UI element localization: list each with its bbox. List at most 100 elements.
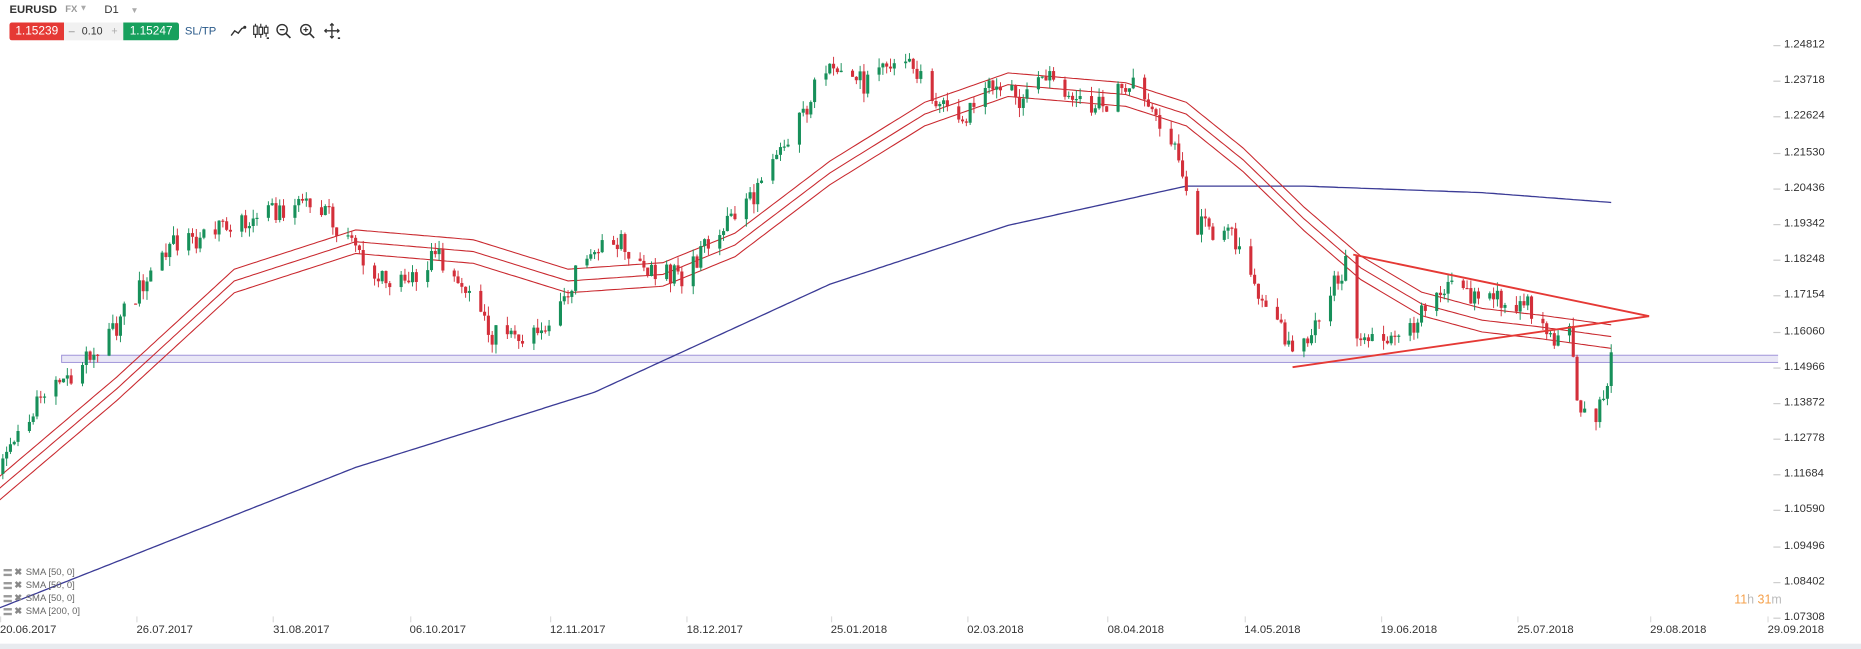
candle-body	[1465, 288, 1469, 290]
line-chart-icon[interactable]	[230, 23, 247, 40]
candle	[1548, 330, 1553, 338]
zoom-in-icon[interactable]	[299, 23, 316, 40]
legend-item[interactable]: ✖ SMA [50, 0]	[3, 566, 75, 578]
candle-body	[638, 258, 642, 261]
candle-body	[194, 236, 198, 249]
candle	[612, 235, 616, 245]
timeframe-dropdown-icon[interactable]: ▼	[130, 7, 139, 16]
remove-indicator-icon[interactable]: ✖	[14, 579, 23, 591]
candle	[1071, 92, 1075, 107]
candle	[1158, 108, 1162, 137]
candles-icon[interactable]	[252, 23, 270, 40]
legend-item[interactable]: ✖ SMA [50, 0]	[3, 579, 75, 591]
time-tick	[409, 616, 411, 623]
buy-button[interactable]: 1.15247	[123, 22, 179, 41]
candle-body	[407, 280, 411, 283]
candle-body	[805, 108, 809, 115]
volume-stepper[interactable]: – 0.10 +	[64, 22, 124, 41]
candle-body	[957, 106, 961, 120]
remove-indicator-icon[interactable]: ✖	[14, 592, 23, 604]
crosshair-icon[interactable]	[323, 22, 341, 40]
candle-body	[1074, 99, 1078, 101]
timeframe-label[interactable]: D1	[104, 3, 119, 17]
candle-body	[460, 283, 464, 287]
candle-body	[1071, 95, 1075, 100]
candle-body	[619, 234, 623, 250]
increase-volume-button[interactable]: +	[111, 24, 118, 37]
candle-body	[593, 252, 597, 255]
indicator-settings-icon[interactable]	[3, 581, 12, 590]
candle-body	[1173, 143, 1177, 145]
symbol-label[interactable]: EURUSD	[9, 3, 58, 17]
remove-indicator-icon[interactable]: ✖	[14, 605, 23, 617]
candle	[619, 230, 623, 251]
candle	[1469, 280, 1473, 304]
legend-item[interactable]: ✖ SMA [200, 0]	[3, 605, 80, 617]
candle-body	[1598, 399, 1602, 423]
candle-body	[828, 63, 832, 74]
candle	[691, 249, 695, 295]
candle	[1222, 226, 1226, 242]
decrease-volume-button[interactable]: –	[68, 24, 75, 37]
candle-body	[467, 290, 471, 293]
candle-body	[835, 68, 839, 73]
legend-item[interactable]: ✖ SMA [50, 0]	[3, 592, 75, 604]
candle-body	[961, 119, 965, 122]
indicator-settings-icon[interactable]	[3, 607, 12, 616]
candle	[376, 273, 380, 288]
candle	[797, 112, 801, 153]
candle	[1567, 323, 1572, 343]
candle-body	[1256, 283, 1260, 299]
candle-body	[217, 220, 221, 235]
candle-body	[414, 272, 418, 282]
candle	[589, 249, 593, 261]
candle-body	[456, 276, 460, 284]
indicator-settings-icon[interactable]	[3, 568, 12, 576]
candle-body	[725, 215, 729, 232]
bottom-panel-divider[interactable]	[0, 643, 1861, 649]
sltp-button[interactable]: SL/TP	[184, 24, 217, 38]
remove-indicator-icon[interactable]: ✖	[14, 566, 23, 578]
candle-body	[433, 250, 437, 255]
candle-body	[122, 303, 126, 317]
price-chart[interactable]	[0, 0, 1779, 622]
sell-button[interactable]: 1.15239	[9, 22, 65, 41]
candle-body	[490, 334, 494, 345]
candle-body	[558, 301, 562, 326]
countdown-minutes: 31	[1757, 592, 1772, 607]
candle	[972, 96, 976, 114]
candle-body	[1548, 333, 1553, 335]
candle	[1052, 67, 1056, 82]
market-label[interactable]: FX	[65, 3, 78, 15]
candle	[221, 218, 225, 228]
candle	[1283, 319, 1287, 347]
candle	[61, 378, 66, 383]
candle-body	[1264, 300, 1268, 307]
indicator-settings-icon[interactable]	[3, 594, 12, 603]
candle-body	[1363, 337, 1367, 341]
candle-body	[244, 215, 248, 229]
price-tick	[1773, 80, 1781, 83]
price-tick	[1773, 223, 1781, 226]
candle-body	[1344, 256, 1348, 281]
volume-value[interactable]: 0.10	[81, 24, 103, 37]
market-dropdown-icon[interactable]: ▼	[79, 4, 88, 14]
time-tick-label: 19.06.2018	[1380, 623, 1438, 637]
candle-body	[494, 325, 498, 345]
candle	[759, 177, 764, 184]
candle	[1010, 79, 1014, 92]
candle	[441, 242, 445, 273]
candle-body	[27, 421, 31, 432]
candle	[520, 334, 525, 348]
candle	[1302, 337, 1306, 358]
candle	[1044, 69, 1048, 81]
time-tick-label: 02.03.2018	[967, 623, 1024, 637]
candle	[729, 209, 733, 218]
candle	[1499, 288, 1503, 317]
candle	[168, 242, 172, 267]
candle-body	[786, 144, 790, 147]
candle-body	[452, 270, 456, 277]
candle	[1287, 331, 1291, 347]
zoom-out-icon[interactable]	[275, 23, 292, 40]
